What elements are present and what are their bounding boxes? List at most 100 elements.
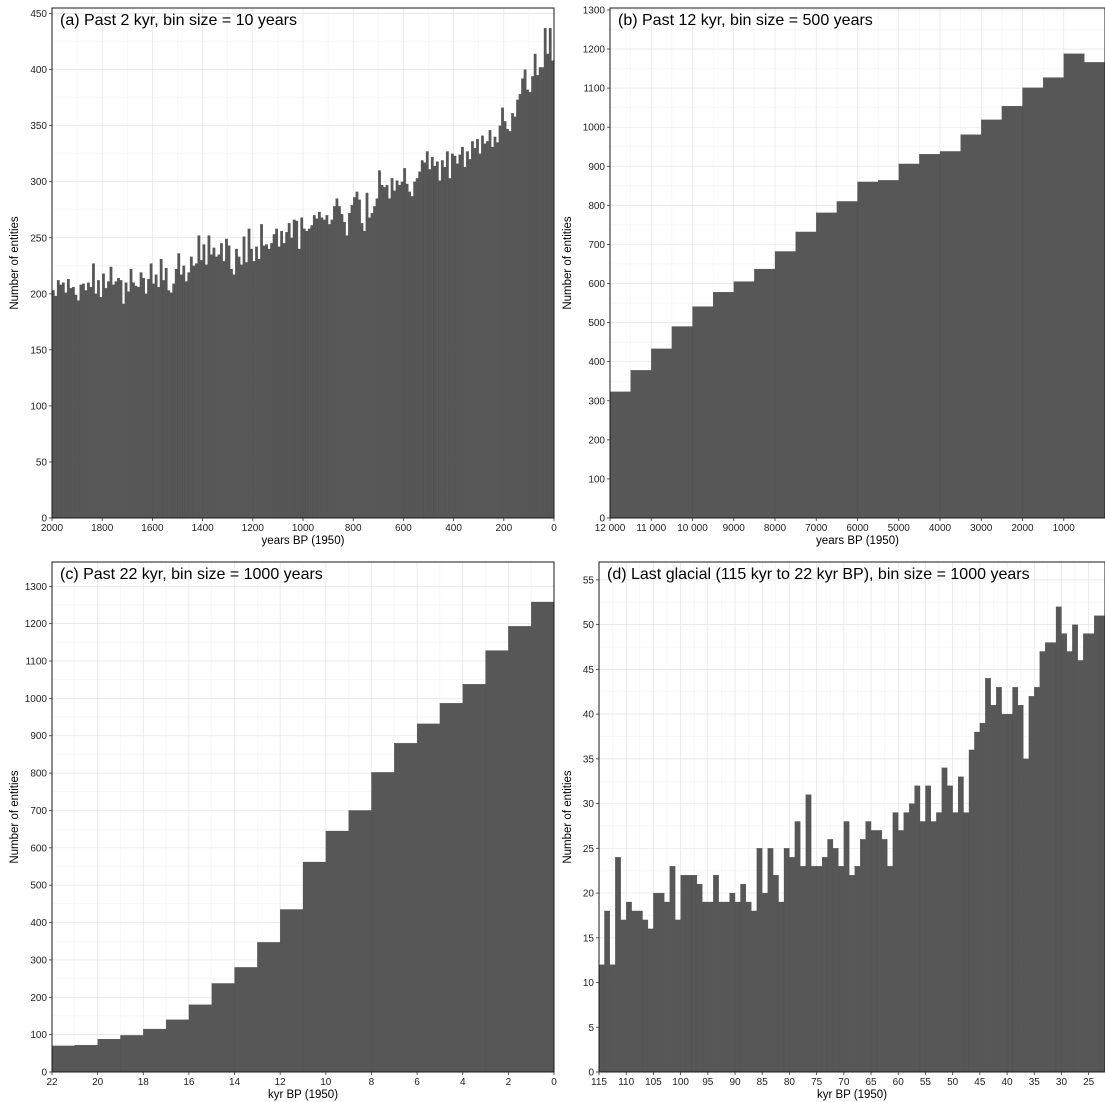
bar (990, 705, 997, 1073)
x-tick-label: 600 (395, 523, 412, 534)
x-tick-label: 9000 (723, 523, 746, 534)
x-tick-label: 10 (320, 1077, 332, 1088)
bar (1083, 633, 1089, 1073)
y-tick-label: 0 (41, 1068, 47, 1079)
bars (609, 53, 1105, 519)
bar (425, 151, 429, 519)
bar (413, 181, 417, 519)
bar (325, 215, 329, 519)
y-tick-label: 0 (41, 514, 47, 525)
bar (860, 839, 866, 1073)
bar (1012, 687, 1019, 1073)
bar (526, 89, 530, 519)
bar (849, 875, 855, 1073)
y-tick-label: 1200 (583, 45, 606, 56)
bar (876, 830, 883, 1073)
x-tick-label: 12 (275, 1077, 287, 1088)
x-tick-label: 50 (947, 1077, 959, 1088)
x-tick-label: 1800 (91, 523, 114, 534)
bar (74, 294, 78, 519)
bar (1045, 642, 1051, 1073)
x-tick-label: 2 (506, 1077, 512, 1088)
chart-panel: 0 5 10 15 20 25 30 35 40 45 50 55 115 110 105 100 95 90 85… (562, 561, 1105, 1101)
bar (493, 136, 497, 519)
x-tick-label: 400 (445, 523, 462, 534)
bar (317, 211, 321, 519)
bar (84, 290, 88, 519)
bar (360, 223, 364, 519)
bar (713, 291, 734, 519)
y-tick-label: 5 (588, 1023, 594, 1034)
bar (511, 113, 514, 519)
bar (471, 141, 474, 519)
bar (94, 293, 98, 519)
y-tick-label: 40 (583, 710, 595, 721)
bar (154, 274, 158, 519)
bar (415, 178, 419, 519)
bar (827, 839, 834, 1073)
y-tick-label: 1000 (583, 123, 606, 134)
bar (373, 206, 376, 519)
x-tick-label: 1000 (1053, 523, 1076, 534)
bar (398, 184, 402, 519)
x-tick-label: 85 (757, 1077, 769, 1088)
bar (157, 286, 161, 519)
x-tick-label: 40 (1002, 1077, 1014, 1088)
bar (692, 306, 714, 519)
x-tick-label: 2000 (41, 523, 64, 534)
bar (751, 910, 757, 1073)
y-tick-label: 10 (583, 978, 595, 989)
bar (857, 181, 879, 519)
y-tick-label: 20 (583, 889, 595, 900)
bar (177, 253, 181, 519)
bar (843, 821, 850, 1073)
bar (240, 264, 243, 519)
bar (450, 153, 454, 519)
bar (76, 300, 80, 519)
bar (292, 219, 296, 519)
panel-title: (a) Past 2 kyr, bin size = 10 years (60, 12, 297, 29)
y-axis-label: Number of entities (9, 770, 21, 864)
x-tick-label: 0 (551, 1077, 557, 1088)
bar (795, 231, 817, 519)
bar (242, 236, 246, 519)
x-tick-label: 30 (1056, 1077, 1068, 1088)
bar (247, 228, 251, 519)
bar (1093, 615, 1100, 1073)
bar (838, 866, 844, 1073)
y-tick-label: 300 (588, 396, 605, 407)
x-tick-label: 115 (591, 1077, 607, 1088)
bar (774, 251, 796, 519)
y-tick-label: 100 (30, 1030, 47, 1041)
bar (533, 53, 537, 519)
bar (870, 830, 877, 1073)
bar (772, 875, 779, 1073)
x-tick-label: 1600 (141, 523, 164, 534)
bar (903, 812, 910, 1073)
bar (345, 235, 349, 519)
bar (353, 197, 356, 519)
bar (423, 162, 427, 519)
bar (536, 75, 540, 519)
bar (167, 290, 171, 519)
bar (881, 839, 888, 1073)
bar (92, 263, 95, 519)
bar (174, 269, 178, 519)
x-tick-label: 75 (811, 1077, 823, 1088)
bar (280, 230, 284, 519)
y-tick-label: 200 (30, 993, 47, 1004)
bar (255, 246, 258, 519)
bar (187, 272, 191, 519)
bar (418, 171, 422, 519)
bar (81, 283, 85, 519)
x-tick-label: 110 (618, 1077, 634, 1088)
bar (197, 235, 201, 519)
bar (604, 910, 611, 1073)
bar (129, 269, 133, 519)
y-tick-label: 100 (588, 474, 605, 485)
bar (144, 293, 148, 519)
bar (56, 280, 60, 519)
y-tick-label: 0 (588, 1068, 594, 1079)
bar (805, 794, 812, 1073)
bar (898, 163, 920, 519)
